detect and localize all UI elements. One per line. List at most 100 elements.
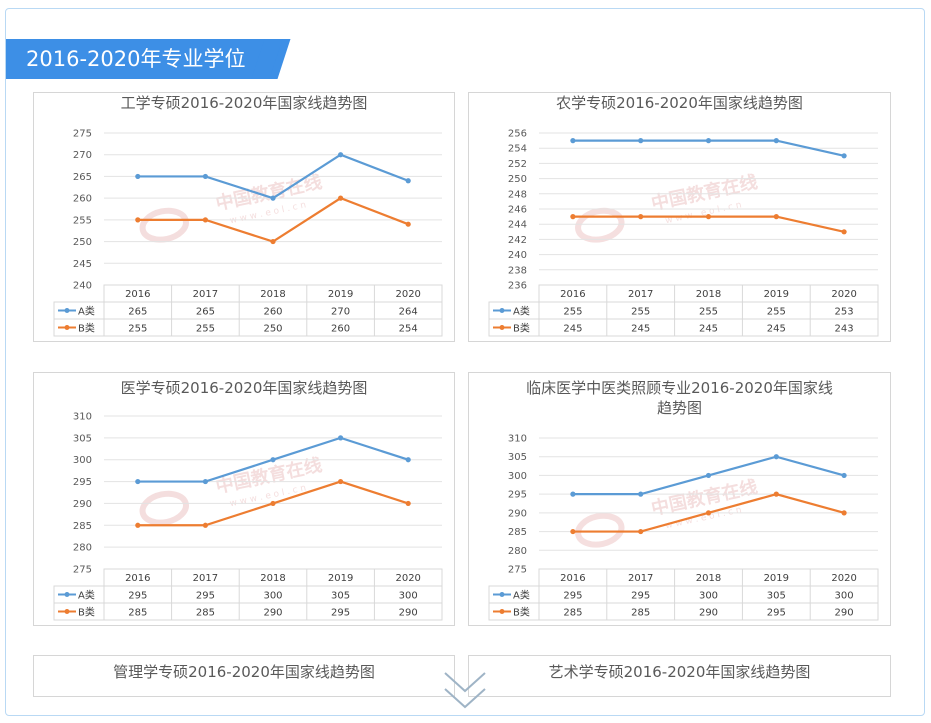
data-point [841,472,847,479]
table-value: 264 [399,307,418,318]
y-tick-label: 240 [508,250,527,261]
table-value: 305 [331,591,350,602]
chart-title: 临床医学中医类照顾专业2016-2020年国家线 [526,379,833,397]
legend-label: B类 [513,322,530,335]
table-value: 260 [263,307,282,318]
y-tick-label: 300 [73,455,92,466]
table-value: 243 [835,324,854,335]
watermark-logo [139,207,189,243]
x-tick-label: 2016 [125,289,150,300]
table-value: 290 [699,608,718,619]
legend-marker [64,325,70,330]
data-point [135,217,141,223]
legend-label: A类 [513,589,530,602]
data-point [841,229,847,235]
data-point [638,491,644,497]
x-tick-label: 2017 [628,573,653,584]
chart-panel-3: 医学专硕2016-2020年国家线趋势图 中国教育在线 w w w . e o l … [33,372,455,626]
chart-panel-6: 艺术学专硕2016-2020年国家线趋势图 [468,655,891,697]
data-point [202,217,208,223]
table-value: 254 [399,324,418,335]
data-point [405,457,411,463]
y-tick-label: 310 [73,412,92,423]
y-tick-label: 275 [508,565,527,576]
table-value: 255 [563,307,582,318]
data-point [338,478,344,485]
data-point [202,173,208,180]
y-tick-label: 244 [508,220,527,231]
y-tick-label: 245 [73,259,92,270]
x-tick-label: 2019 [764,573,789,584]
table-value: 255 [196,324,215,335]
x-tick-label: 2020 [395,289,420,300]
data-point [202,478,208,485]
data-point [773,138,779,144]
data-point [202,522,208,528]
table-value: 285 [128,608,147,619]
table-value: 290 [835,608,854,619]
data-point [841,153,847,159]
data-point [270,500,276,507]
x-tick-label: 2017 [193,289,218,300]
legend-marker [64,592,70,597]
table-value: 300 [399,591,418,602]
y-tick-label: 280 [73,543,92,554]
legend-marker [64,609,70,614]
y-tick-label: 310 [508,434,527,445]
y-tick-label: 242 [508,235,527,246]
data-point [773,214,779,220]
table-value: 305 [767,591,786,602]
table-value: 285 [563,608,582,619]
table-value: 295 [631,591,650,602]
table-value: 270 [331,307,350,318]
chart-panel-2: 农学专硕2016-2020年国家线趋势图 中国教育在线 w w w . e o l … [468,92,891,342]
x-tick-label: 2017 [193,573,218,584]
y-tick-label: 275 [73,129,92,140]
legend-label: B类 [78,606,95,619]
y-tick-label: 260 [73,194,92,205]
watermark-logo [139,490,189,526]
chart-title: 工学专硕2016-2020年国家线趋势图 [121,94,368,112]
y-tick-label: 240 [73,281,92,292]
y-tick-label: 246 [508,205,527,216]
data-point [705,138,712,144]
chart-title: 管理学专硕2016-2020年国家线趋势图 [113,663,375,681]
legend-label: B类 [78,322,95,335]
y-tick-label: 236 [508,281,527,292]
table-value: 255 [699,307,718,318]
table-value: 285 [631,608,650,619]
data-point [638,528,644,535]
table-value: 245 [699,324,718,335]
table-value: 265 [196,307,215,318]
y-tick-label: 275 [73,565,92,576]
y-tick-label: 256 [508,129,527,140]
table-value: 295 [196,591,215,602]
table-value: 255 [128,324,147,335]
chart-title: 农学专硕2016-2020年国家线趋势图 [556,94,803,112]
legend-label: A类 [513,305,530,318]
data-point [270,457,276,463]
x-tick-label: 2016 [125,573,150,584]
data-point [135,478,141,485]
chart-panel-4: 临床医学中医类照顾专业2016-2020年国家线 趋势图 中国教育在线 w w w .… [468,372,891,626]
data-point [705,214,712,220]
data-point [270,238,276,245]
data-point [338,195,344,201]
data-point [338,435,344,441]
legend-marker [64,308,70,313]
y-tick-label: 285 [508,527,527,538]
y-tick-label: 265 [73,172,92,183]
chart-svg: 管理学专硕2016-2020年国家线趋势图 [113,663,375,681]
x-tick-label: 2018 [260,289,285,300]
chevron-double-down-icon[interactable] [442,667,488,713]
legend-marker [499,592,505,597]
chart-panel-5: 管理学专硕2016-2020年国家线趋势图 [33,655,455,697]
data-point [135,522,141,528]
x-tick-label: 2017 [628,289,653,300]
section-title: 2016-2020年专业学位 [6,39,268,79]
y-tick-label: 238 [508,265,527,276]
table-value: 295 [767,608,786,619]
x-tick-label: 2016 [560,573,585,584]
data-point [405,500,411,507]
